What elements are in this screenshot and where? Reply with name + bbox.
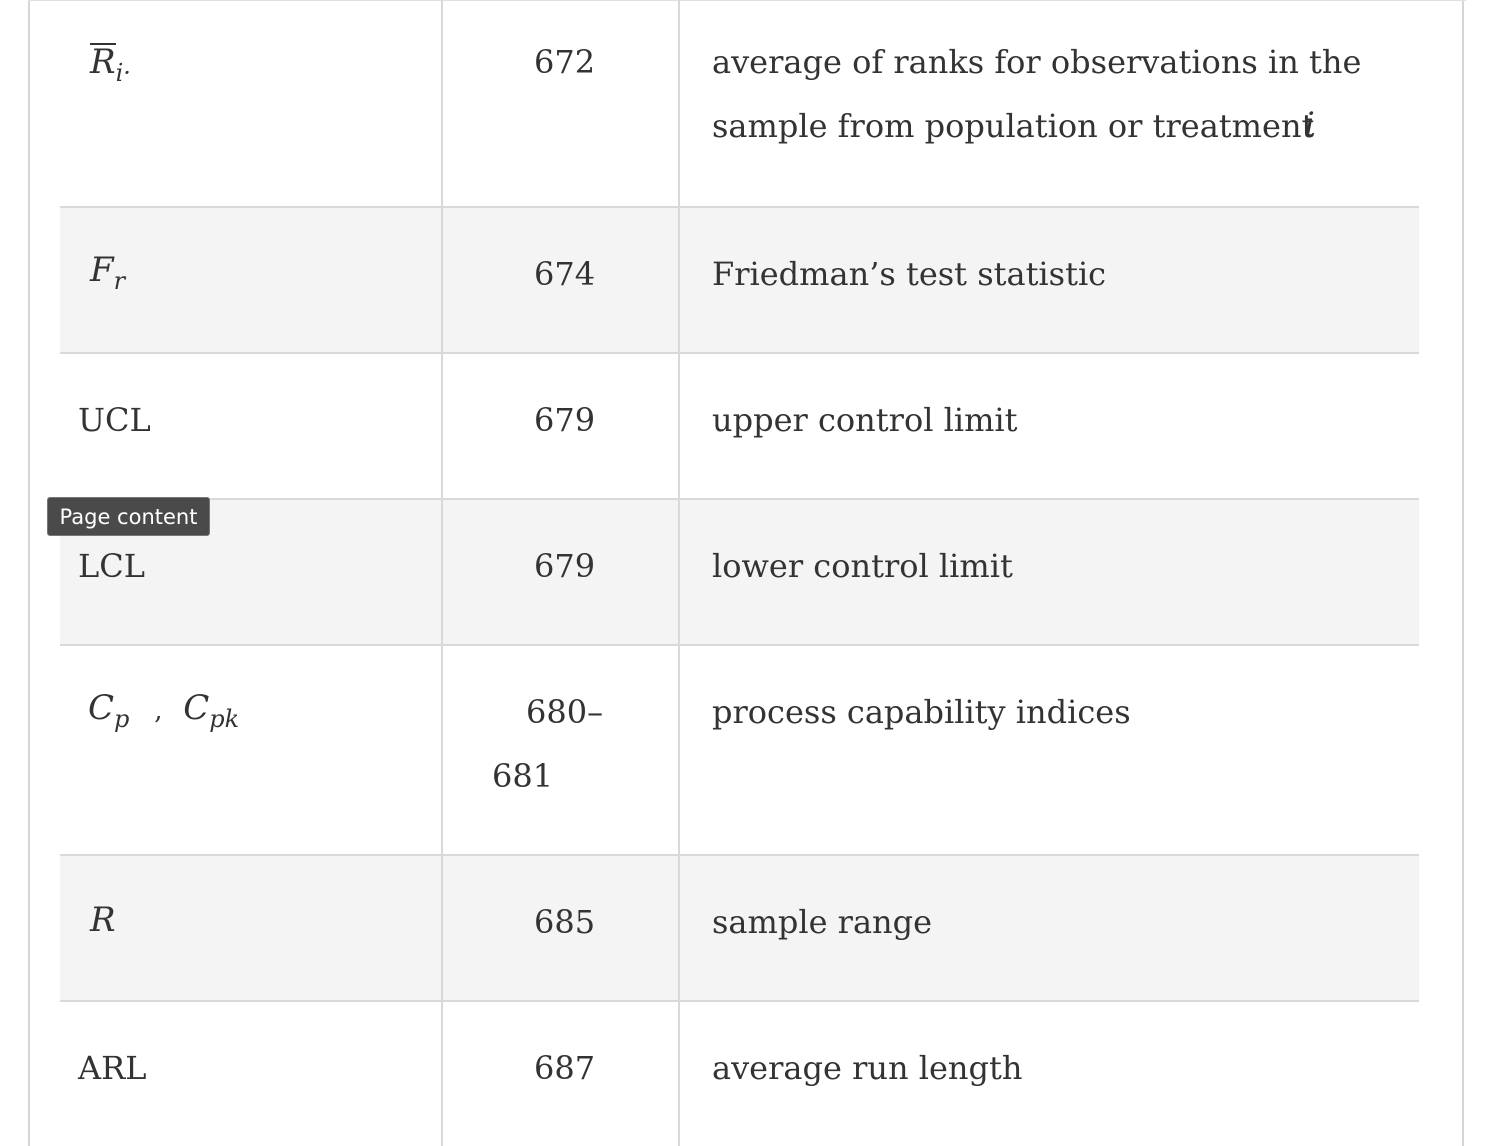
page-cell: 679 [443,354,680,499]
symbol-cell: UCL [60,354,443,499]
table-frame [28,0,1464,1146]
description-cell: average run length [680,1002,1419,1146]
description-cell: process capability indices [680,646,1419,855]
symbol-text: UCL [78,401,151,439]
symbol-r: R [90,900,116,940]
page-number-line-2: 681 [492,757,554,795]
page-cell: 680– 681 [443,646,680,855]
table-row: LCL 679 lower control limit [60,498,1419,645]
description-line-1: average run length [712,1049,1023,1087]
page-cell: 687 [443,1002,680,1146]
description-variable: i [1304,105,1315,145]
page-number: 685 [534,903,596,941]
frame-top-border [28,0,1466,1]
symbol-separator: , [154,696,163,726]
description-cell: average of ranks for observations in the… [680,0,1419,207]
table-row: UCL 679 upper control limit [60,352,1419,499]
description-line-2: sample from population or treatment [712,107,1315,145]
description-cell: Friedman’s test statistic [680,208,1419,353]
symbol-cell: LCL [60,500,443,645]
symbol-f-r: Fr [90,250,125,295]
table-row: Ri· 672 average of ranks for observation… [60,0,1419,207]
description-cell: lower control limit [680,500,1419,645]
page-cell: 674 [443,208,680,353]
table-row: ARL 687 average run length [60,1000,1419,1146]
page-number-line-1: 680– [526,693,604,731]
page-number: 687 [534,1049,596,1087]
description-line-1: process capability indices [712,693,1131,731]
page-number: 679 [534,401,596,439]
symbol-base: C [88,688,115,728]
page-number: 674 [534,255,596,293]
symbol-subscript: r [113,267,126,295]
description-cell: upper control limit [680,354,1419,499]
description-line-1: Friedman’s test statistic [712,255,1107,293]
page-cell: 672 [443,0,680,207]
symbol-cell: Fr [60,208,443,353]
page-number: 672 [534,43,596,81]
table-row: Fr 674 Friedman’s test statistic [60,206,1419,353]
symbol-cell: ARL [60,1002,443,1146]
description-line-1: average of ranks for observations in the [712,43,1362,81]
symbol-base: R [90,42,116,82]
symbol-text: LCL [78,547,145,585]
symbol-cell: Ri· [60,0,443,207]
page-cell: 679 [443,500,680,645]
symbol-cell: R [60,856,443,1001]
description-line-1: lower control limit [712,547,1013,585]
symbol-base: F [90,250,114,290]
symbol-r-bar-i: Ri· [90,42,131,87]
description-cell: sample range [680,856,1419,1001]
symbol-cp-cpk: Cp , Cpk [88,688,239,733]
symbol-subscript: p [114,705,130,733]
page-cell: 685 [443,856,680,1001]
description-line-1: sample range [712,903,933,941]
table-row: Cp , Cpk 680– 681 process capability ind… [60,644,1419,855]
page-content-tooltip: Page content [47,497,210,536]
description-line-1: upper control limit [712,401,1018,439]
page-number: 679 [534,547,596,585]
table-row: R 685 sample range [60,854,1419,1001]
symbol-subscript: i· [115,59,131,87]
symbol-base-2: C [183,688,210,728]
symbol-cell: Cp , Cpk [60,646,443,855]
symbol-subscript-2: pk [209,705,240,733]
symbol-text: ARL [78,1049,147,1087]
